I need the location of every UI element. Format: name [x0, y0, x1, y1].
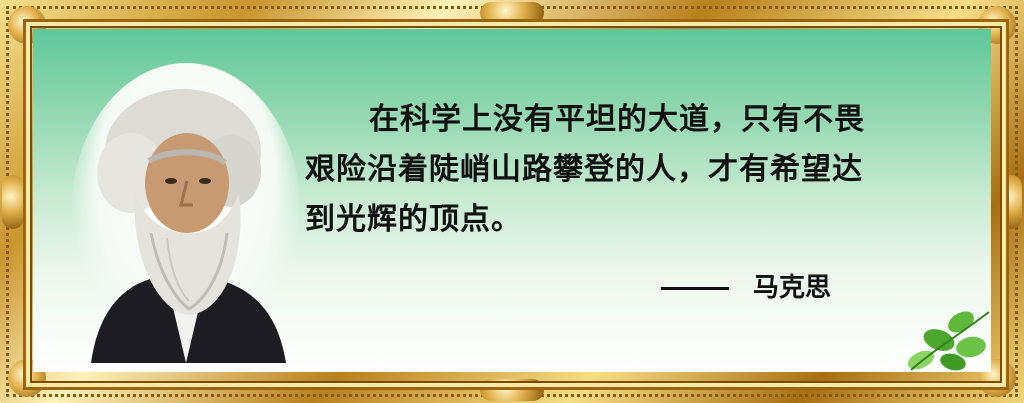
portrait-icon [71, 63, 301, 363]
quote-text: 在科学上没有平坦的大道，只有不畏 艰险沿着陡峭山路攀登的人，才有希望达 到光辉的… [305, 95, 965, 245]
author-name: 马克思 [753, 273, 832, 303]
quote-line: 到光辉的顶点。 [305, 202, 522, 237]
quote-line: 艰险沿着陡峭山路攀登的人，才有希望达 [305, 152, 863, 187]
quote-line: 在科学上没有平坦的大道，只有不畏 [369, 102, 865, 137]
frame-edge-ornament [2, 175, 24, 229]
quote-panel: 在科学上没有平坦的大道，只有不畏 艰险沿着陡峭山路攀登的人，才有希望达 到光辉的… [33, 29, 991, 372]
quote-author: 马克思 [661, 267, 831, 304]
frame-edge-ornament [480, 2, 544, 24]
portrait-illustration [91, 89, 286, 363]
frame-bevel [26, 22, 1006, 387]
author-dash [661, 287, 729, 290]
leaf-icon [907, 311, 990, 371]
